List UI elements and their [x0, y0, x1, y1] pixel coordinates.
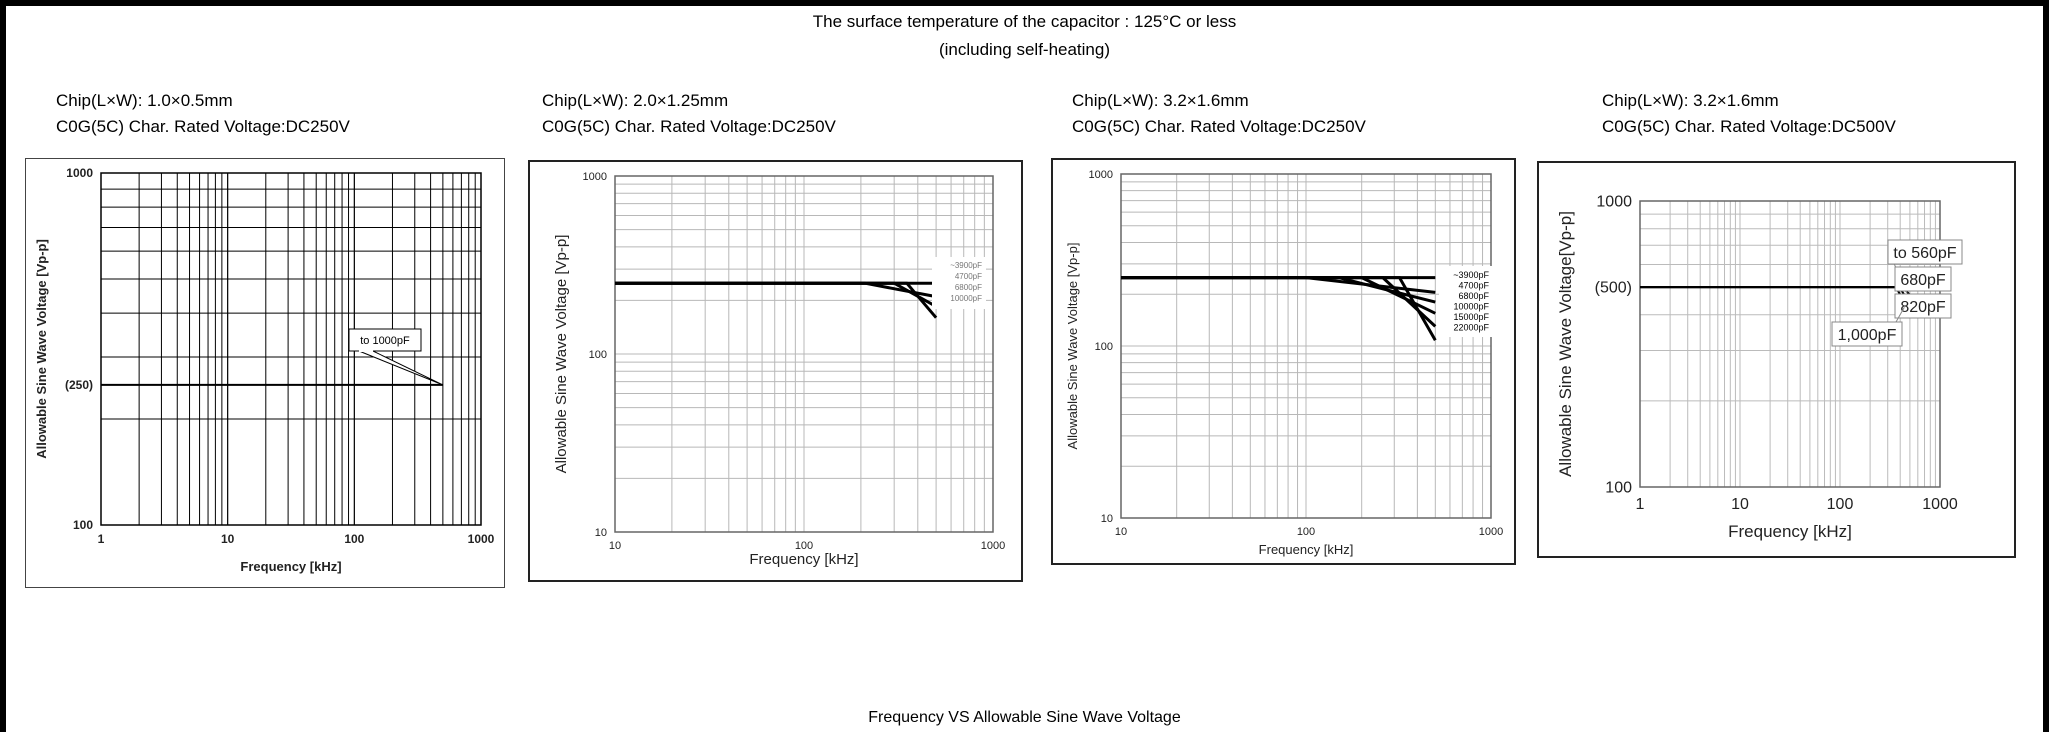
y-tick-label: (500) — [1595, 280, 1632, 297]
x-tick-label: 1 — [98, 532, 105, 546]
figure-caption: Frequency VS Allowable Sine Wave Voltage — [868, 709, 1181, 726]
legend-label: 4700pF — [955, 272, 982, 281]
legend-label: 10000pF — [1453, 302, 1489, 312]
panel1-chip: Chip(L×W): 1.0×0.5mm — [56, 91, 233, 110]
chart-3-grid — [1120, 173, 1492, 519]
y-tick-label: 1000 — [1089, 169, 1113, 181]
y-tick-label: (250) — [65, 378, 93, 392]
y-tick-label: 10 — [595, 527, 607, 539]
y-axis-label: Allowable Sine Wave Voltage [Vp-p] — [1065, 243, 1080, 450]
legend-label: to 560pF — [1893, 245, 1956, 262]
y-tick-label: 100 — [589, 349, 607, 361]
panel1-chart: 1 10 100 1000 100 (250) 1000 Frequency [kHz] All… — [25, 158, 505, 588]
y-axis-label: Allowable Sine Wave Voltage [Vp-p] — [553, 235, 570, 474]
x-tick-label: 10 — [609, 540, 621, 552]
y-tick-label: 1000 — [1596, 194, 1632, 211]
x-tick-label: 1000 — [1479, 526, 1503, 538]
plot-area-border — [1120, 173, 1492, 519]
plot-area-border — [614, 175, 994, 533]
x-axis-label: Frequency [kHz] — [749, 551, 858, 568]
y-tick-label: 1000 — [66, 166, 93, 180]
legend-label: 6800pF — [955, 283, 982, 292]
series-line — [1640, 286, 1911, 311]
y-tick-label: 100 — [73, 518, 93, 532]
legend-label: 15000pF — [1453, 312, 1489, 322]
series-line — [1121, 276, 1437, 342]
plot-area-border — [1639, 200, 1941, 488]
chart-4-svg: 1 10 100 1000 100 (500) 1000 Frequency [kHz] All… — [1556, 194, 1963, 541]
chart-3-series — [1121, 276, 1437, 342]
chart-3-svg: 10 100 1000 10 100 1000 Frequency [kHz] Allowab… — [1065, 169, 1503, 557]
y-axis-label: Allowable Sine Wave Voltage [Vp-p] — [34, 239, 49, 459]
y-tick-label: 1000 — [583, 171, 607, 183]
panel4-rating: C0G(5C) Char. Rated Voltage:DC500V — [1602, 117, 1896, 136]
header-title: The surface temperature of the capacitor… — [812, 12, 1237, 31]
x-tick-label: 10 — [221, 532, 235, 546]
y-tick-label: 100 — [1095, 341, 1113, 353]
x-tick-label: 1000 — [981, 540, 1005, 552]
header-subtitle: (including self-heating) — [938, 40, 1111, 59]
legend-callout-box — [348, 328, 422, 352]
legend-leader — [1895, 307, 1905, 323]
panel4-chart: 1 10 100 1000 100 (500) 1000 Frequency [kHz] All… — [1537, 161, 2016, 558]
x-tick-label: 100 — [1297, 526, 1315, 538]
x-axis-label: Frequency [kHz] — [1259, 542, 1354, 557]
panel1-rating: C0G(5C) Char. Rated Voltage:DC250V — [56, 117, 350, 136]
legend-label: 1,000pF — [1838, 327, 1897, 344]
series-line — [1640, 286, 1911, 296]
legend-label: 22000pF — [1453, 323, 1489, 333]
x-tick-label: 100 — [344, 532, 364, 546]
legend-label: to 1000pF — [360, 335, 410, 347]
chart-2-grid — [614, 175, 994, 533]
chart-1-svg: 1 10 100 1000 100 (250) 1000 Frequency [kHz] All… — [34, 166, 495, 574]
x-axis-label: Frequency [kHz] — [240, 559, 341, 574]
legend-label: 680pF — [1900, 272, 1946, 289]
legend-box — [1894, 266, 1952, 292]
panel3-chart: 10 100 1000 10 100 1000 Frequency [kHz] Allowab… — [1051, 158, 1516, 565]
y-axis-label: Allowable Sine Wave Voltage[Vp-p] — [1556, 211, 1575, 477]
y-tick-label: 10 — [1101, 513, 1113, 525]
legend-label: 10000pF — [950, 294, 982, 303]
legend-background — [1439, 266, 1493, 337]
legend-box — [1894, 293, 1952, 319]
chart-2-svg: 10 100 1000 10 100 1000 Frequency [kHz] Allowab… — [553, 171, 1005, 568]
panel2-chip: Chip(L×W): 2.0×1.25mm — [542, 91, 729, 110]
series-line — [615, 281, 938, 319]
series-line — [1121, 276, 1437, 328]
x-tick-label: 1000 — [1922, 496, 1958, 513]
legend-label: 4700pF — [1458, 281, 1489, 291]
panel3-rating: C0G(5C) Char. Rated Voltage:DC250V — [1072, 117, 1366, 136]
chart-2-series — [615, 281, 938, 319]
panel2-chart: 10 100 1000 10 100 1000 Frequency [kHz] Allowab… — [528, 160, 1023, 582]
chart-4-series — [1640, 286, 1911, 311]
plot-area-border — [100, 172, 482, 526]
x-tick-label: 10 — [1731, 496, 1749, 513]
x-tick-label: 1000 — [468, 532, 495, 546]
panel3-chip: Chip(L×W): 3.2×1.6mm — [1072, 91, 1249, 110]
legend-box — [1887, 239, 1963, 265]
x-tick-label: 10 — [1115, 526, 1127, 538]
legend-label: 820pF — [1900, 299, 1946, 316]
series-line — [615, 281, 937, 299]
x-tick-label: 1 — [1636, 496, 1645, 513]
chart-1-grid — [100, 172, 482, 526]
panel2-rating: C0G(5C) Char. Rated Voltage:DC250V — [542, 117, 836, 136]
x-axis-label: Frequency [kHz] — [1728, 522, 1852, 541]
legend-label: 6800pF — [1458, 291, 1489, 301]
series-line — [1640, 286, 1911, 304]
x-tick-label: 100 — [1827, 496, 1854, 513]
legend-label: ~3900pF — [950, 261, 982, 270]
legend-box — [1831, 321, 1903, 347]
legend-background — [932, 257, 986, 309]
panel4-chip: Chip(L×W): 3.2×1.6mm — [1602, 91, 1779, 110]
x-tick-label: 100 — [795, 540, 813, 552]
legend-label: ~3900pF — [1453, 270, 1489, 280]
y-tick-label: 100 — [1605, 480, 1632, 497]
